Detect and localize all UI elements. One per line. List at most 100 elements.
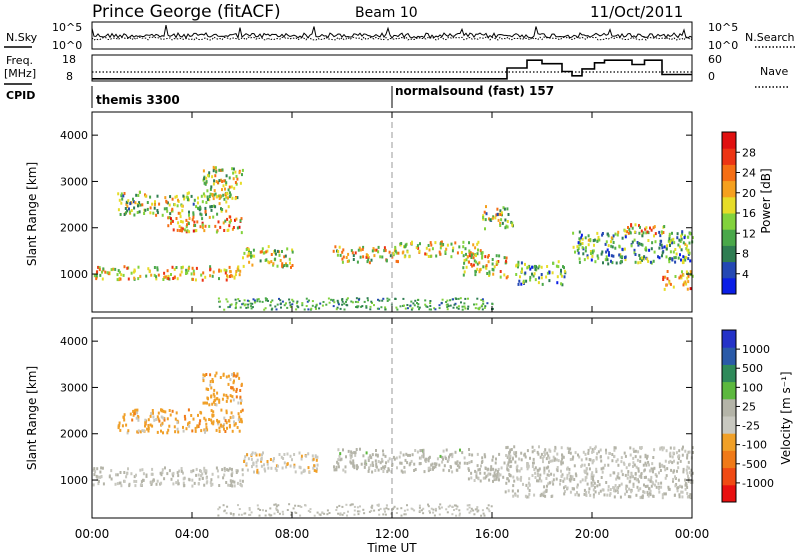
power-cell bbox=[504, 218, 507, 222]
velocity-cell bbox=[302, 469, 305, 473]
velocity-cell bbox=[382, 453, 385, 457]
velocity-cell bbox=[285, 465, 288, 469]
power-cell bbox=[192, 229, 195, 233]
velocity-cell bbox=[338, 454, 341, 458]
power-cell bbox=[413, 304, 416, 307]
power-cell bbox=[466, 255, 469, 259]
velocity-cell bbox=[345, 455, 347, 459]
power-cell bbox=[273, 251, 276, 255]
power-cell bbox=[611, 245, 614, 249]
velocity-cell bbox=[368, 455, 371, 459]
velocity-cell bbox=[232, 513, 235, 515]
velocity-cell bbox=[677, 478, 680, 482]
velocity-cell bbox=[177, 482, 180, 486]
velocity-cell bbox=[406, 508, 409, 511]
power-cell bbox=[200, 194, 203, 198]
velocity-cell bbox=[218, 484, 221, 487]
power-cell bbox=[214, 205, 217, 209]
velocity-cell bbox=[418, 504, 421, 507]
power-cell bbox=[348, 259, 350, 263]
velocity-cell bbox=[135, 409, 137, 413]
noise-right-tick-top: 10^5 bbox=[708, 21, 738, 34]
power-cell bbox=[278, 297, 280, 300]
power-cell bbox=[226, 300, 229, 303]
power-cell bbox=[478, 261, 481, 265]
velocity-cell bbox=[335, 509, 338, 511]
velocity-cell bbox=[612, 486, 615, 490]
velocity-cell bbox=[341, 505, 344, 508]
power-cell bbox=[586, 256, 589, 260]
power-cell bbox=[640, 229, 643, 233]
power-cell bbox=[204, 182, 207, 186]
power-cell bbox=[453, 303, 456, 306]
velocity-cell bbox=[559, 479, 562, 482]
velocity-cell bbox=[519, 477, 522, 481]
velocity-cell bbox=[233, 484, 236, 488]
velocity-cell bbox=[691, 446, 694, 450]
velocity-cell bbox=[673, 493, 676, 497]
velocity-cell bbox=[515, 451, 518, 455]
velocity-cell bbox=[255, 460, 258, 464]
velocity-cell bbox=[589, 446, 592, 450]
velocity-cell bbox=[678, 485, 681, 488]
velocity-cell bbox=[592, 483, 595, 487]
velocity-cell bbox=[643, 476, 646, 479]
velocity-cell bbox=[384, 510, 386, 513]
power-cell bbox=[582, 252, 585, 256]
velocity-cell bbox=[346, 514, 348, 517]
power-cell bbox=[191, 266, 194, 270]
power-cell bbox=[211, 274, 214, 278]
power-cell bbox=[102, 267, 105, 271]
power-cell bbox=[616, 233, 619, 237]
power-cell bbox=[383, 249, 386, 253]
velocity-cell bbox=[292, 507, 295, 510]
velocity-cell bbox=[428, 510, 431, 513]
power-cell bbox=[499, 270, 502, 273]
power-cell bbox=[416, 305, 419, 308]
power-cell bbox=[630, 224, 633, 228]
velocity-cell bbox=[182, 481, 185, 485]
power-cell bbox=[211, 175, 214, 179]
power-cell bbox=[242, 302, 245, 305]
power-cell bbox=[460, 301, 462, 304]
velocity-cell bbox=[607, 456, 610, 460]
velocity-cell bbox=[620, 469, 623, 473]
power-cell bbox=[685, 255, 688, 259]
velocity-cell bbox=[524, 494, 527, 498]
noise-panel: N.Sky 10^5 10^0 10^5 10^0 N.Search bbox=[4, 21, 795, 52]
velocity-cell bbox=[396, 507, 399, 510]
power-cell bbox=[591, 251, 594, 255]
power-cell bbox=[668, 281, 671, 285]
power-cell bbox=[418, 249, 421, 253]
velocity-cell bbox=[669, 446, 672, 450]
power-cell bbox=[417, 246, 420, 250]
power-cell bbox=[351, 251, 354, 255]
power-cell bbox=[440, 302, 443, 305]
velocity-cell bbox=[538, 445, 540, 449]
power-cell bbox=[572, 231, 575, 235]
velocity-cell bbox=[352, 464, 355, 468]
velocity-cell bbox=[197, 425, 200, 428]
velocity-cell bbox=[326, 513, 329, 516]
velocity-cell bbox=[593, 485, 596, 489]
velocity-cell bbox=[486, 507, 489, 510]
velocity-cell bbox=[251, 465, 253, 468]
velocity-ytick-label: 1000 bbox=[60, 474, 88, 487]
velocity-cell bbox=[479, 471, 482, 475]
velocity-cell bbox=[495, 475, 498, 479]
power-cell bbox=[117, 269, 120, 273]
velocity-cell bbox=[212, 400, 215, 404]
velocity-cell bbox=[466, 461, 469, 465]
power-cbar-segment bbox=[722, 164, 736, 182]
power-cell bbox=[472, 256, 475, 260]
velocity-cell bbox=[438, 505, 441, 508]
velocity-cell bbox=[478, 467, 481, 471]
power-cell bbox=[404, 307, 407, 310]
velocity-cell bbox=[536, 450, 539, 454]
velocity-cell bbox=[328, 512, 331, 514]
velocity-cell bbox=[664, 459, 667, 463]
velocity-cbar-label: -1000 bbox=[742, 477, 774, 490]
velocity-cell bbox=[509, 460, 511, 464]
velocity-cell bbox=[220, 408, 223, 412]
velocity-cell bbox=[657, 487, 660, 491]
